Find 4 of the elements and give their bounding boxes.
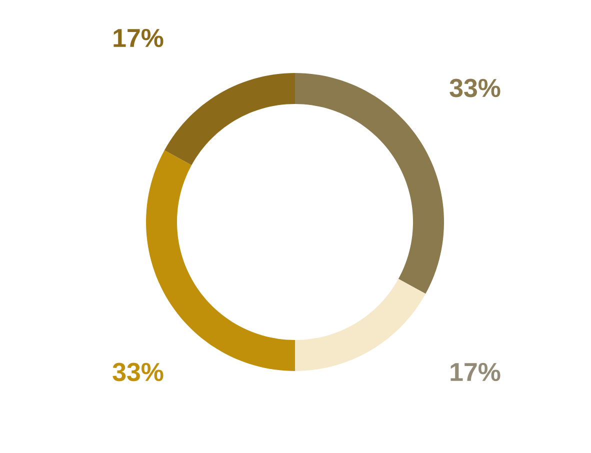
data-label: 17% <box>450 362 500 382</box>
data-label: 33% <box>112 362 164 382</box>
data-label: 33% <box>450 78 500 98</box>
data-label: 17% <box>114 28 164 48</box>
